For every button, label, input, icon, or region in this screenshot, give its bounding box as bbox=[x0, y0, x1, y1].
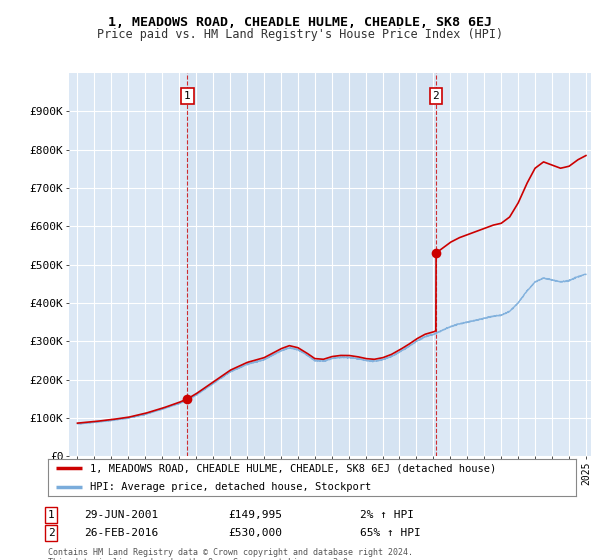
Text: 1, MEADOWS ROAD, CHEADLE HULME, CHEADLE, SK8 6EJ: 1, MEADOWS ROAD, CHEADLE HULME, CHEADLE,… bbox=[108, 16, 492, 29]
Text: Contains HM Land Registry data © Crown copyright and database right 2024.
This d: Contains HM Land Registry data © Crown c… bbox=[48, 548, 413, 560]
Text: 1, MEADOWS ROAD, CHEADLE HULME, CHEADLE, SK8 6EJ (detached house): 1, MEADOWS ROAD, CHEADLE HULME, CHEADLE,… bbox=[90, 463, 496, 473]
Text: 65% ↑ HPI: 65% ↑ HPI bbox=[360, 528, 421, 538]
Text: £530,000: £530,000 bbox=[228, 528, 282, 538]
Text: 2: 2 bbox=[433, 91, 439, 101]
Text: 1: 1 bbox=[184, 91, 191, 101]
Text: 2: 2 bbox=[47, 528, 55, 538]
Text: HPI: Average price, detached house, Stockport: HPI: Average price, detached house, Stoc… bbox=[90, 482, 371, 492]
Text: Price paid vs. HM Land Registry's House Price Index (HPI): Price paid vs. HM Land Registry's House … bbox=[97, 28, 503, 41]
Text: £149,995: £149,995 bbox=[228, 510, 282, 520]
Text: 2% ↑ HPI: 2% ↑ HPI bbox=[360, 510, 414, 520]
Bar bbox=[187, 73, 436, 456]
Text: 29-JUN-2001: 29-JUN-2001 bbox=[84, 510, 158, 520]
Text: 26-FEB-2016: 26-FEB-2016 bbox=[84, 528, 158, 538]
Text: 1: 1 bbox=[47, 510, 55, 520]
